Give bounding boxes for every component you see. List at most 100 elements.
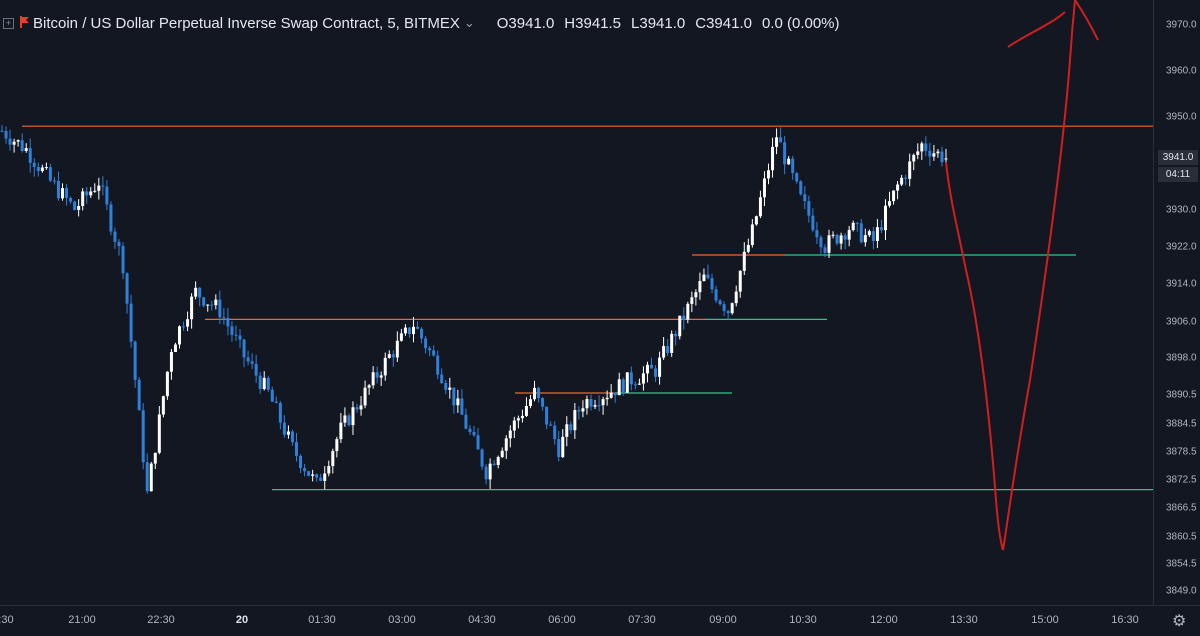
candle-bear bbox=[8, 138, 12, 145]
candle-bull bbox=[908, 161, 912, 179]
candle-bear bbox=[799, 181, 803, 195]
candle-bull bbox=[775, 137, 779, 147]
candle-bear bbox=[537, 387, 541, 399]
candle-bull bbox=[730, 303, 734, 314]
candle-bull bbox=[581, 408, 585, 412]
candle-bear bbox=[924, 143, 928, 151]
candle-bull bbox=[149, 463, 153, 492]
candle-bear bbox=[795, 173, 799, 182]
candle-bear bbox=[811, 215, 815, 231]
candle-bull bbox=[496, 457, 500, 465]
candle-bear bbox=[145, 462, 149, 492]
candle-bull bbox=[561, 436, 565, 458]
candle-bull bbox=[363, 387, 367, 406]
candle-bull bbox=[678, 315, 682, 337]
chevron-down-icon[interactable]: ⌄ bbox=[463, 15, 475, 30]
gear-icon[interactable]: ⚙ bbox=[1172, 613, 1187, 630]
candle-bear bbox=[105, 186, 109, 205]
candle-bear bbox=[819, 237, 823, 248]
candle-bear bbox=[234, 334, 238, 336]
candle-bull bbox=[24, 148, 28, 152]
candle-bear bbox=[238, 335, 242, 340]
candle-bear bbox=[65, 188, 69, 198]
candle-bear bbox=[28, 148, 32, 163]
candle-bear bbox=[815, 230, 819, 238]
candle-bull bbox=[916, 151, 920, 155]
candle-bull bbox=[395, 340, 399, 358]
bar-countdown-badge: 04:11 bbox=[1158, 167, 1198, 182]
price-axis[interactable]: 3970.0 3960.0 3950.0 3930.0 3922.0 3914.… bbox=[1153, 0, 1200, 605]
candle-bear bbox=[303, 468, 307, 472]
candle-bear bbox=[294, 442, 298, 456]
candle-bull bbox=[601, 399, 605, 406]
candle-bear bbox=[666, 346, 670, 353]
candle-bear bbox=[428, 348, 432, 351]
candle-bear bbox=[250, 361, 254, 364]
candle-bear bbox=[278, 402, 282, 423]
candle-bear bbox=[347, 415, 351, 426]
candle-bull bbox=[847, 230, 851, 240]
candle-bear bbox=[113, 231, 117, 242]
candle-bear bbox=[222, 317, 226, 319]
candle-bear bbox=[484, 466, 488, 480]
candle-bear bbox=[654, 368, 658, 377]
candle-bear bbox=[210, 304, 214, 306]
candle-bear bbox=[226, 317, 230, 327]
candle-bear bbox=[613, 392, 617, 396]
candle-bull bbox=[645, 364, 649, 374]
ohlc-high: H3941.5 bbox=[564, 14, 622, 32]
price-tick: 3890.5 bbox=[1166, 389, 1197, 401]
candle-bull bbox=[194, 287, 198, 297]
candle-bear bbox=[629, 372, 633, 385]
candle-bull bbox=[520, 415, 524, 419]
candle-bull bbox=[186, 319, 190, 327]
price-tick: 3866.5 bbox=[1166, 502, 1197, 514]
candle-bull bbox=[359, 405, 363, 410]
time-axis[interactable]: :30 21:00 22:30 20 01:30 03:00 04:30 06:… bbox=[0, 605, 1200, 636]
candle-bear bbox=[779, 137, 783, 143]
candle-bull bbox=[327, 466, 331, 474]
current-price-badge: 3941.0 bbox=[1158, 150, 1198, 165]
candle-bull bbox=[311, 474, 315, 476]
time-tick: 04:30 bbox=[468, 614, 496, 626]
candle-bull bbox=[912, 154, 916, 162]
candle-bull bbox=[456, 398, 460, 406]
candle-bull bbox=[746, 245, 750, 252]
candle-bear bbox=[36, 166, 40, 172]
price-tick: 3884.5 bbox=[1166, 418, 1197, 430]
candle-bear bbox=[569, 424, 573, 431]
time-tick: :30 bbox=[0, 614, 14, 626]
candle-bull bbox=[214, 299, 218, 306]
time-tick: 10:30 bbox=[789, 614, 817, 626]
candle-bear bbox=[129, 303, 133, 342]
candle-bull bbox=[93, 190, 97, 192]
candle-bull bbox=[900, 177, 904, 185]
candle-bull bbox=[875, 227, 879, 242]
candle-bull bbox=[157, 414, 161, 453]
candle-bull bbox=[762, 178, 766, 198]
candle-bull bbox=[694, 292, 698, 298]
candle-bear bbox=[121, 246, 125, 274]
candle-bull bbox=[504, 438, 508, 451]
symbol-title[interactable]: Bitcoin / US Dollar Perpetual Inverse Sw… bbox=[33, 14, 460, 32]
candle-bull bbox=[173, 344, 177, 352]
candle-bull bbox=[488, 463, 492, 480]
annotation-forecast-curve bbox=[945, 0, 1076, 551]
candle-bull bbox=[169, 351, 173, 372]
candle-bull bbox=[698, 281, 702, 293]
candle-bull bbox=[565, 424, 569, 437]
candle-bull bbox=[335, 439, 339, 452]
candle-bear bbox=[803, 194, 807, 202]
time-tick: 06:00 bbox=[548, 614, 576, 626]
collapse-toggle[interactable]: + bbox=[3, 17, 14, 29]
candle-bear bbox=[282, 422, 286, 435]
chart-area[interactable] bbox=[0, 0, 1153, 605]
symbol-header: + Bitcoin / US Dollar Perpetual Inverse … bbox=[0, 10, 840, 36]
candle-bull bbox=[262, 377, 266, 389]
candle-bear bbox=[597, 405, 601, 407]
candle-bear bbox=[125, 273, 129, 304]
candle-bull bbox=[411, 326, 415, 335]
candle-bull bbox=[738, 270, 742, 292]
candle-bear bbox=[355, 407, 359, 410]
